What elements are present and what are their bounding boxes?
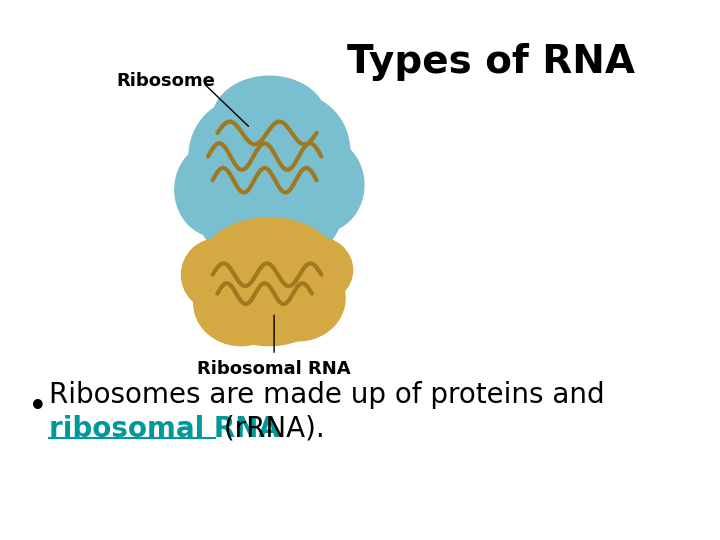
Text: Types of RNA: Types of RNA <box>348 43 636 81</box>
Ellipse shape <box>199 222 341 346</box>
Text: Ribosomal RNA: Ribosomal RNA <box>197 360 351 378</box>
Ellipse shape <box>279 138 364 232</box>
Ellipse shape <box>246 95 350 208</box>
Ellipse shape <box>203 218 336 303</box>
Ellipse shape <box>227 147 341 251</box>
Ellipse shape <box>212 76 326 161</box>
Text: •: • <box>28 390 48 423</box>
Ellipse shape <box>251 256 345 341</box>
Ellipse shape <box>199 152 312 256</box>
Ellipse shape <box>189 86 350 275</box>
Text: Ribosomes are made up of proteins and: Ribosomes are made up of proteins and <box>49 381 605 409</box>
Text: (rRNA).: (rRNA). <box>215 415 324 443</box>
Ellipse shape <box>194 260 288 346</box>
Ellipse shape <box>189 100 293 213</box>
Text: ribosomal RNA: ribosomal RNA <box>49 415 280 443</box>
Ellipse shape <box>281 237 353 303</box>
Ellipse shape <box>175 143 260 237</box>
Text: Ribosome: Ribosome <box>116 72 215 90</box>
Ellipse shape <box>181 239 253 310</box>
